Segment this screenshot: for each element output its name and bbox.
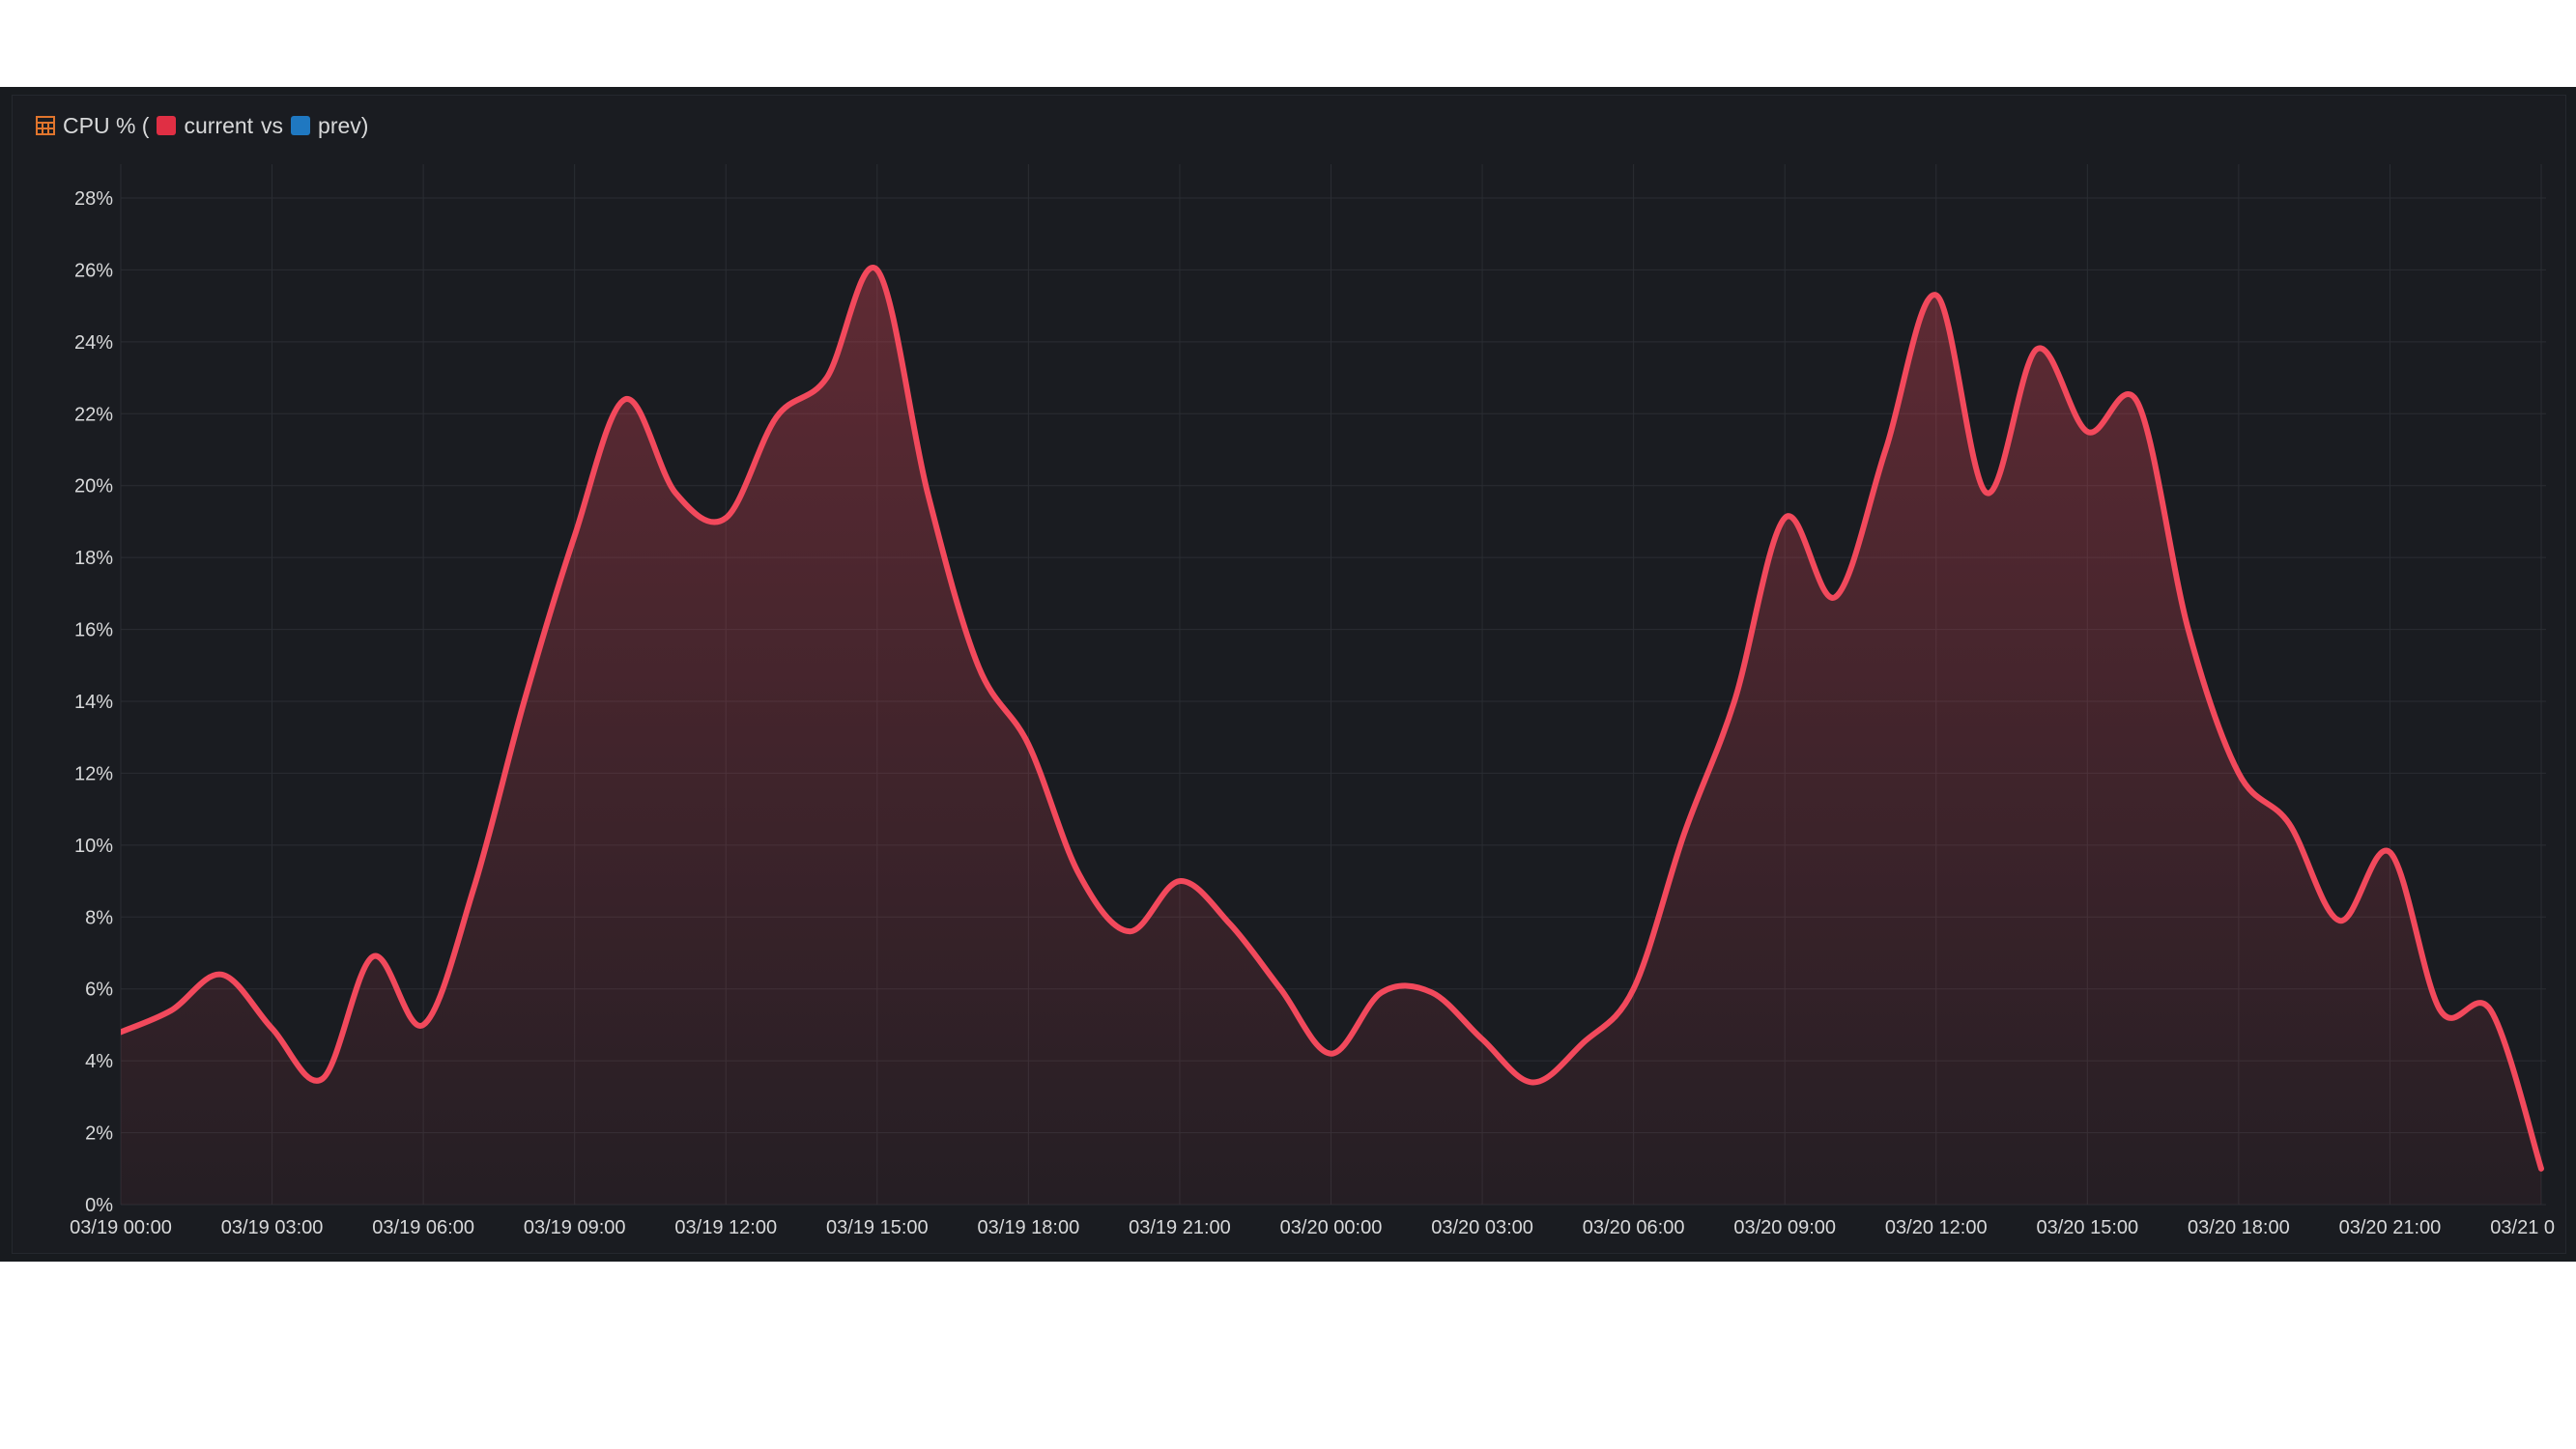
y-tick-label: 8%: [85, 907, 113, 928]
y-tick-label: 16%: [74, 620, 113, 641]
cpu-data-point[interactable]: [1176, 877, 1184, 885]
y-tick-label: 2%: [85, 1123, 113, 1145]
cpu-data-point[interactable]: [117, 1028, 125, 1036]
y-tick-label: 22%: [74, 404, 113, 425]
cpu-data-point[interactable]: [1126, 927, 1133, 935]
cpu-data-point[interactable]: [2537, 1165, 2545, 1173]
cpu-data-point[interactable]: [217, 971, 225, 979]
x-tick-label: 03/20 06:00: [1583, 1217, 1685, 1238]
y-tick-label: 20%: [74, 476, 113, 497]
cpu-data-point[interactable]: [1983, 489, 1990, 497]
cpu-data-point[interactable]: [621, 395, 629, 403]
cpu-data-point[interactable]: [823, 374, 831, 382]
y-tick-label: 18%: [74, 548, 113, 569]
x-tick-label: 03/19 15:00: [826, 1217, 929, 1238]
cpu-data-point[interactable]: [1529, 1078, 1536, 1086]
cpu-data-point[interactable]: [672, 489, 679, 497]
cpu-data-point[interactable]: [2083, 428, 2091, 436]
prev-series-swatch: [291, 116, 311, 135]
cpu-data-point[interactable]: [873, 266, 881, 273]
cpu-data-point[interactable]: [470, 885, 477, 893]
cpu-data-point[interactable]: [419, 1021, 427, 1029]
cpu-data-point[interactable]: [2335, 917, 2343, 924]
cpu-data-point[interactable]: [722, 514, 730, 522]
cpu-data-point[interactable]: [1276, 985, 1284, 993]
vs-label: vs: [261, 112, 284, 138]
current-series-swatch: [157, 116, 177, 135]
x-tick-label: 03/20 21:00: [2339, 1217, 2442, 1238]
cpu-data-point[interactable]: [2134, 399, 2142, 407]
y-tick-label: 12%: [74, 763, 113, 784]
x-tick-label: 03/20 15:00: [2036, 1217, 2138, 1238]
y-tick-label: 6%: [85, 980, 113, 1001]
y-tick-label: 4%: [85, 1051, 113, 1072]
cpu-data-point[interactable]: [2386, 848, 2393, 856]
series-layer: [117, 264, 2545, 1205]
cpu-data-point[interactable]: [1478, 1036, 1486, 1043]
cpu-data-point[interactable]: [571, 532, 579, 540]
x-tick-label: 03/19 06:00: [372, 1217, 474, 1238]
x-tick-label: 03/20 03:00: [1431, 1217, 1533, 1238]
cpu-data-point[interactable]: [2285, 820, 2293, 828]
cpu-data-point[interactable]: [167, 1007, 175, 1014]
x-tick-label: 03/19 09:00: [524, 1217, 626, 1238]
cpu-data-point[interactable]: [924, 489, 931, 497]
cpu-data-point[interactable]: [1579, 1039, 1587, 1047]
x-tick-label: 03/19 21:00: [1129, 1217, 1231, 1238]
x-tick-label: 03/20 00:00: [1280, 1217, 1383, 1238]
cpu-area-fill: [121, 267, 2541, 1205]
x-tick-label: 03/19 03:00: [221, 1217, 324, 1238]
y-tick-label: 28%: [74, 188, 113, 210]
cpu-data-point[interactable]: [2235, 769, 2243, 777]
cpu-data-point[interactable]: [2487, 1007, 2495, 1014]
cpu-data-point[interactable]: [2033, 345, 2041, 353]
y-tick-label: 14%: [74, 692, 113, 713]
cpu-data-point[interactable]: [1932, 291, 1940, 298]
panel-title-prefix: CPU % (: [63, 112, 150, 138]
y-tick-label: 10%: [74, 836, 113, 857]
cpu-data-point[interactable]: [1378, 988, 1386, 996]
current-series-label: current: [184, 112, 254, 138]
cpu-data-point[interactable]: [1731, 697, 1738, 705]
prev-series-label: prev): [318, 112, 369, 138]
y-axis: 0% 2% 4% 6% 8% 10% 12% 14% 16% 18% 20% 22% 24% 26% 28%: [74, 188, 113, 1216]
x-tick-label: 03/19 12:00: [674, 1217, 777, 1238]
cpu-data-point[interactable]: [269, 1025, 276, 1033]
cpu-data-point[interactable]: [1226, 921, 1234, 928]
x-tick-label: 03/19 18:00: [978, 1217, 1080, 1238]
x-tick-label: 03/21 0: [2490, 1217, 2555, 1238]
cpu-data-point[interactable]: [1781, 514, 1789, 522]
table-icon: [36, 116, 55, 135]
panel-header[interactable]: CPU % ( current vs prev): [36, 109, 368, 142]
cpu-data-point[interactable]: [1024, 741, 1032, 749]
x-tick-label: 03/19 00:00: [70, 1217, 172, 1238]
y-tick-label: 0%: [85, 1195, 113, 1216]
cpu-data-point[interactable]: [974, 662, 982, 669]
cpu-data-point[interactable]: [1680, 831, 1688, 838]
cpu-data-point[interactable]: [1428, 988, 1436, 996]
y-tick-label: 24%: [74, 332, 113, 354]
cpu-data-point[interactable]: [772, 413, 780, 421]
cpu-data-point[interactable]: [1328, 1050, 1335, 1058]
y-tick-label: 26%: [74, 260, 113, 281]
cpu-data-point[interactable]: [1882, 446, 1890, 454]
cpu-data-point[interactable]: [369, 952, 377, 960]
cpu-data-point[interactable]: [2437, 1007, 2445, 1014]
x-axis: 03/19 00:00 03/19 03:00 03/19 06:00 03/19 0…: [70, 1217, 2555, 1238]
cpu-data-point[interactable]: [1630, 985, 1638, 993]
x-tick-label: 03/20 18:00: [2188, 1217, 2290, 1238]
cpu-data-point[interactable]: [1075, 870, 1083, 878]
cpu-data-point[interactable]: [319, 1075, 327, 1083]
cpu-data-point[interactable]: [2185, 626, 2192, 634]
x-tick-label: 03/20 12:00: [1885, 1217, 1988, 1238]
x-tick-label: 03/20 09:00: [1733, 1217, 1836, 1238]
cpu-series-line[interactable]: [121, 264, 2544, 1172]
cpu-data-point[interactable]: [1831, 593, 1839, 601]
cpu-data-point[interactable]: [521, 697, 529, 705]
